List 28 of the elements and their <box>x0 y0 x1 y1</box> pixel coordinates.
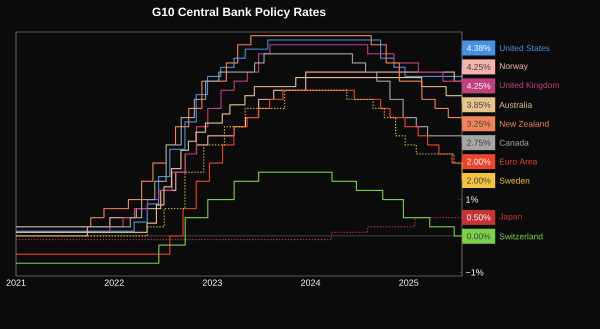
data-label: 0.00% <box>467 233 490 240</box>
data-label: 3.25% <box>467 120 490 127</box>
x-tick-label: 2021 <box>6 280 26 286</box>
data-label: 2.00% <box>467 158 490 165</box>
x-tick-label: 2022 <box>104 280 124 286</box>
x-tick-label: 2023 <box>202 280 222 286</box>
legend-label: Euro Area <box>500 158 538 165</box>
y-tick-label: 1% <box>466 196 478 203</box>
legend-label: Canada <box>500 140 529 146</box>
data-label: 4.38% <box>466 44 490 51</box>
legend-label: United Kingdom <box>500 82 559 90</box>
data-label: 2.75% <box>467 140 490 146</box>
data-label: 4.25% <box>466 64 490 70</box>
data-label: 2.00% <box>467 178 490 184</box>
chart-title: G10 Central Bank Policy Rates <box>152 7 326 19</box>
legend-label: Australia <box>499 102 532 108</box>
data-label: 4.25% <box>466 82 490 89</box>
x-tick-label: 2024 <box>301 280 320 286</box>
legend-label: Sweden <box>500 177 530 184</box>
legend-label: Norway <box>500 63 528 71</box>
data-label: 3.85% <box>467 102 490 108</box>
legend-label: United States <box>500 44 550 52</box>
legend-label: Japan <box>499 214 522 222</box>
legend-label: Switzerland <box>500 233 542 240</box>
x-tick-label: 2025 <box>399 280 418 286</box>
legend-label: New Zealand <box>500 120 549 127</box>
data-label: 0.50% <box>467 214 490 220</box>
y-tick-label: −1% <box>466 269 484 276</box>
